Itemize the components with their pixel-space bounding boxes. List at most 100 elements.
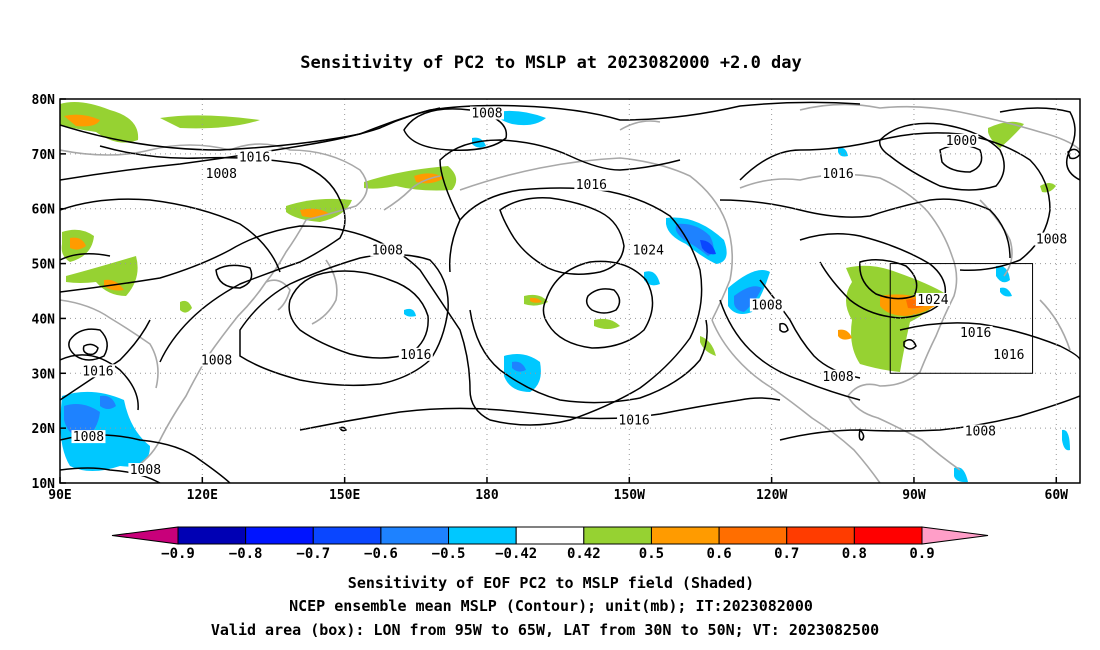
colorbar-swatch	[245, 526, 314, 545]
contour-label-bg	[1034, 232, 1069, 246]
lon-tick-label: 150E	[329, 488, 360, 503]
contour-label: 1000	[946, 134, 977, 149]
contour-label-bg	[398, 347, 433, 361]
contour-label: 1016	[239, 150, 270, 165]
lon-tick-label: 120E	[187, 488, 218, 503]
colorbar-tick-label: 0.9	[909, 546, 934, 562]
colorbar-tick-label: −0.8	[229, 546, 263, 562]
colorbar-swatch	[515, 526, 585, 545]
contour-label-bg	[944, 133, 979, 147]
negative-shade	[1062, 429, 1070, 451]
negative-shade-strong	[512, 361, 526, 372]
contour-label-bg	[204, 166, 239, 180]
contour-label: 1008	[1036, 233, 1067, 248]
footer-line-2: NCEP ensemble mean MSLP (Contour); unit(…	[289, 597, 813, 615]
contour-label: 1016	[993, 348, 1024, 363]
contour-label-bg	[370, 243, 405, 257]
positive-shade-strong	[64, 114, 100, 127]
lon-tick-label: 60W	[1045, 488, 1069, 503]
colorbar-tick-label: −0.7	[296, 546, 330, 562]
lat-tick-label: 80N	[32, 93, 56, 108]
contour-label-bg	[958, 325, 993, 339]
colorbar-tick-label: −0.5	[432, 546, 466, 562]
contour-label-bg	[821, 369, 856, 383]
contour-label-bg	[963, 424, 998, 438]
negative-shade	[838, 147, 848, 157]
positive-shade-strong	[530, 297, 542, 303]
negative-shade-strong	[734, 286, 762, 312]
contour-label-bg	[71, 430, 106, 444]
colorbar-tick-label: −0.6	[364, 546, 398, 562]
lon-tick-label: 120W	[756, 488, 787, 503]
contour-label-bg	[915, 292, 950, 306]
colorbar-swatch	[380, 526, 450, 545]
positive-shade	[1040, 183, 1056, 193]
contour-label-bg	[469, 106, 504, 120]
contour-label: 1024	[917, 293, 948, 308]
contour-label-bg	[80, 364, 115, 378]
footer-line-1: Sensitivity of EOF PC2 to MSLP field (Sh…	[348, 574, 754, 592]
contour-label-bg	[199, 353, 234, 367]
negative-shade	[996, 265, 1010, 283]
contour-label: 1016	[400, 348, 431, 363]
positive-shade	[988, 121, 1024, 148]
contour-label: 1016	[960, 326, 991, 341]
negative-shade-strong	[100, 395, 116, 409]
footer-line-3: Valid area (box): LON from 95W to 65W, L…	[211, 621, 879, 639]
positive-shade	[594, 318, 620, 329]
negative-shade	[496, 110, 546, 126]
positive-shade	[160, 115, 260, 129]
colorbar-lower-extension	[111, 526, 179, 545]
contour-label-bg	[617, 413, 652, 427]
negative-shade	[954, 467, 968, 483]
chart-title: Sensitivity of PC2 to MSLP at 2023082000…	[300, 53, 802, 73]
contour-label: 1008	[822, 370, 853, 385]
negative-shade	[472, 137, 486, 148]
contour-label: 1008	[372, 244, 403, 259]
colorbar-tick-label: 0.6	[706, 546, 731, 562]
negative-shade	[404, 308, 416, 317]
positive-shade	[700, 336, 716, 356]
contour-label: 1008	[965, 425, 996, 440]
colorbar-tick-label: −0.42	[495, 546, 537, 562]
contour-label: 1016	[576, 178, 607, 193]
negative-shade	[644, 271, 660, 286]
contour-label-bg	[991, 347, 1026, 361]
longitude-axis: 90E 120E 150E 180 150W 120W 90W 60W	[48, 477, 1068, 503]
colorbar-swatch	[448, 526, 517, 545]
contour-label-bg	[821, 166, 856, 180]
contour-label: 1016	[822, 167, 853, 182]
lat-tick-label: 30N	[32, 367, 56, 382]
positive-shade	[364, 166, 457, 191]
lon-tick-label: 90W	[902, 488, 926, 503]
lat-tick-label: 60N	[32, 203, 56, 218]
lat-tick-label: 70N	[32, 148, 56, 163]
contour-label: 1008	[471, 106, 502, 121]
lon-tick-label: 180	[475, 488, 499, 503]
colorbar-tick-label: 0.42	[567, 546, 601, 562]
negative-shade-strong	[700, 240, 716, 255]
contour-label: 1008	[201, 353, 232, 368]
contour-label-bg	[237, 150, 272, 164]
colorbar-swatch	[312, 526, 382, 545]
map-frame	[59, 98, 1081, 484]
positive-shade	[60, 102, 139, 143]
latitude-axis: 10N 20N 30N 40N 50N 60N 70N 80N	[32, 93, 66, 492]
colorbar-swatch	[177, 526, 247, 545]
lat-tick-label: 40N	[32, 312, 56, 327]
colorbar-swatch	[718, 526, 788, 545]
contour-label: 1016	[618, 414, 649, 429]
lat-tick-label: 10N	[32, 477, 56, 492]
colorbar-swatch	[786, 526, 855, 545]
colorbar-upper-extension	[921, 526, 989, 545]
positive-shade-strong	[838, 329, 852, 340]
colorbar-tick-label: 0.7	[774, 546, 799, 562]
contour-label: 1008	[130, 463, 161, 478]
colorbar-swatch	[853, 526, 923, 545]
mslp-contours	[60, 101, 1080, 483]
contour-label-bg	[749, 298, 784, 312]
lat-tick-label: 20N	[32, 422, 56, 437]
